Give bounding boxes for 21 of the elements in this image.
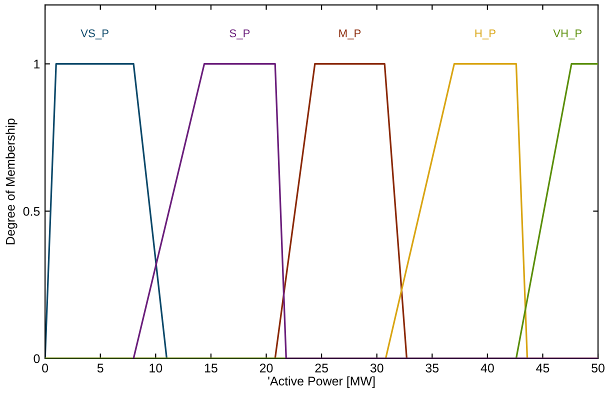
- x-tick-label: 10: [150, 364, 162, 372]
- x-tick-label: 30: [370, 364, 384, 372]
- x-tick-label: 0: [42, 364, 48, 372]
- y-tick-label: 0: [34, 354, 40, 364]
- x-tick-label: 35: [426, 364, 439, 372]
- x-tick-label: 45: [536, 364, 550, 372]
- x-tick-label: 40: [480, 364, 494, 372]
- y-axis-title: Degree of Membership: [6, 118, 18, 244]
- x-tick-label: 20: [260, 364, 273, 372]
- x-tick-label: 25: [315, 364, 328, 372]
- x-axis-title: 'Active Power [MW]: [268, 376, 375, 388]
- x-tick-label: 5: [97, 364, 104, 372]
- x-tick-label: 50: [592, 364, 604, 372]
- text: VH_P: [553, 30, 582, 40]
- text: VS_P: [80, 29, 108, 40]
- text: H_P: [475, 30, 496, 40]
- y-tick-label: 1: [34, 60, 40, 68]
- x-tick-label: 15: [204, 364, 218, 372]
- text: S_P: [230, 29, 250, 40]
- text: M_P: [339, 30, 361, 40]
- y-tick-label: 0.5: [23, 206, 40, 216]
